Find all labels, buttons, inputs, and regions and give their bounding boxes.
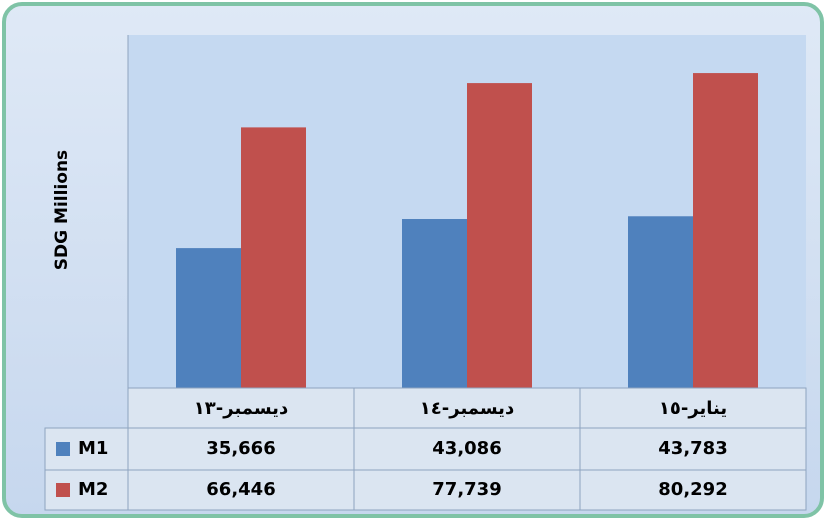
x-tick-label: يناير-١٥ [659,398,727,419]
bar [176,248,241,388]
legend-label: M2 [78,479,108,500]
legend-swatch [56,442,70,456]
bar [241,127,306,388]
data-label: 35,666 [206,438,275,459]
bar [693,73,758,388]
data-label: 66,446 [206,479,275,500]
data-label: 80,292 [658,479,727,500]
bar [467,83,532,389]
y-axis-label: SDG Millions [52,150,72,270]
x-tick-label: ديسمبر-١٤ [420,398,514,419]
bar [628,216,693,388]
x-tick-label: ديسمبر-١٣ [194,398,288,419]
data-label: 43,783 [658,438,727,459]
legend-swatch [56,483,70,497]
data-label: 77,739 [432,479,501,500]
legend-label: M1 [78,438,108,459]
bar [402,219,467,388]
data-label: 43,086 [432,438,501,459]
